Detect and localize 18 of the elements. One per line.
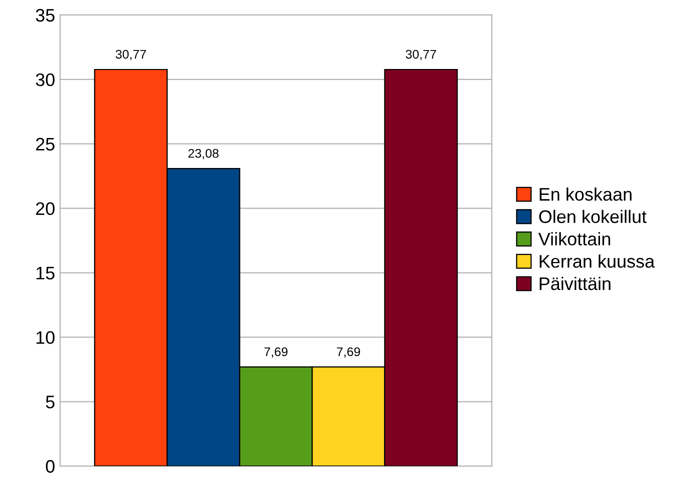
data-label: 7,69 xyxy=(336,347,360,358)
y-tick-label: 15 xyxy=(36,266,54,280)
legend-label: En koskaan xyxy=(540,187,632,201)
y-tick-label: 10 xyxy=(36,331,55,344)
data-label: 30,77 xyxy=(406,50,436,60)
legend-label: Päivittäin xyxy=(540,276,610,290)
y-tick-label: 20 xyxy=(36,202,55,216)
y-tick-label: 0 xyxy=(46,460,55,473)
data-label: 7,69 xyxy=(264,347,288,358)
legend-label: Olen kokeillut xyxy=(539,210,647,224)
y-tick-label: 30 xyxy=(36,73,55,86)
y-tick-label: 5 xyxy=(46,396,54,408)
legend-label: Kerran kuussa xyxy=(540,254,655,268)
y-tick-label: 35 xyxy=(36,8,54,22)
data-label: 30,77 xyxy=(116,50,146,60)
data-label: 23,08 xyxy=(188,148,219,160)
legend-label: Viikottain xyxy=(538,232,610,246)
y-tick-label: 25 xyxy=(36,138,54,151)
